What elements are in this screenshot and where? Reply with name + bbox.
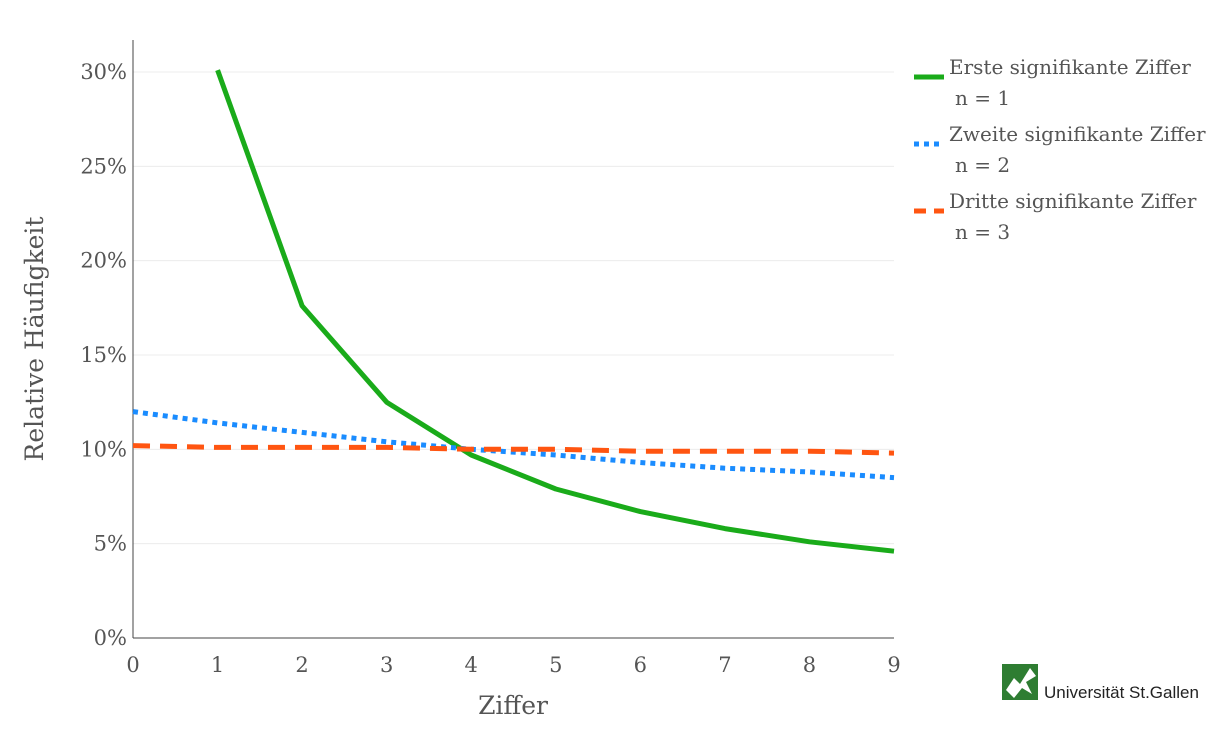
- y-tick-label: 10%: [80, 437, 127, 461]
- y-tick-label: 25%: [80, 154, 127, 178]
- legend-label-2: Zweite signifikante Ziffer: [949, 122, 1206, 146]
- x-tick-label: 5: [549, 653, 562, 677]
- y-tick-labels: 0% 5% 10% 15% 20% 25% 30%: [80, 60, 127, 650]
- legend-label-3: Dritte signifikante Ziffer: [949, 189, 1197, 213]
- x-tick-label: 1: [211, 653, 224, 677]
- legend-label-1: Erste signifikante Ziffer: [949, 55, 1191, 79]
- grid-lines: [133, 71, 894, 545]
- series-lines: [132, 69, 895, 554]
- x-tick-label: 6: [634, 653, 647, 677]
- y-tick-label: 0%: [94, 626, 127, 650]
- x-tick-label: 9: [887, 653, 900, 677]
- legend-sublabel-3: n = 3: [955, 220, 1010, 244]
- x-tick-labels: 0 1 2 3 4 5 6 7 8 9: [126, 653, 900, 677]
- legend: Erste signifikante Ziffer n = 1 Zweite sig…: [914, 55, 1206, 244]
- series-line-1: [215, 69, 895, 554]
- y-tick-label: 5%: [94, 532, 127, 556]
- x-tick-label: 2: [295, 653, 308, 677]
- y-axis-title: Relative Häufigkeit: [20, 217, 49, 462]
- x-tick-label: 3: [380, 653, 393, 677]
- university-logo-icon: [1002, 664, 1038, 700]
- x-tick-label: 8: [803, 653, 816, 677]
- legend-sublabel-2: n = 2: [955, 153, 1010, 177]
- series-line-2: [132, 409, 895, 481]
- x-tick-label: 4: [465, 653, 478, 677]
- series-line-3: [132, 443, 895, 456]
- legend-sublabel-1: n = 1: [955, 86, 1010, 110]
- x-tick-label: 7: [718, 653, 731, 677]
- y-tick-label: 15%: [80, 343, 127, 367]
- x-axis-title: Ziffer: [478, 691, 548, 720]
- x-tick-label: 0: [126, 653, 139, 677]
- y-tick-label: 30%: [80, 60, 127, 84]
- university-logo-text: Universität St.Gallen: [1044, 683, 1199, 702]
- axes: [132, 40, 894, 639]
- university-logo: Universität St.Gallen: [1002, 664, 1199, 702]
- y-tick-label: 20%: [80, 249, 127, 273]
